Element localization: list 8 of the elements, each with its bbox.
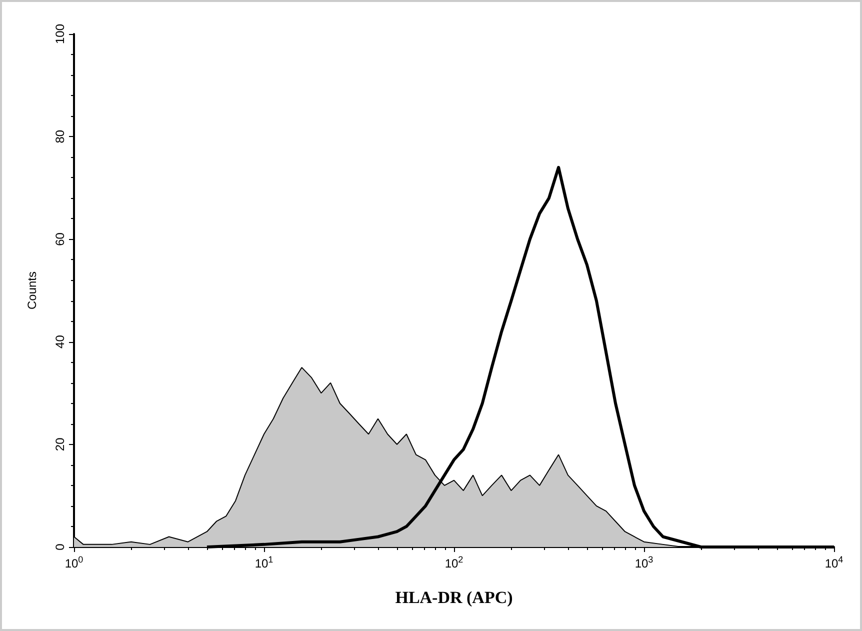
y-tick-label: 100: [53, 24, 67, 44]
y-tick-label: 20: [53, 437, 67, 452]
y-tick-label: 0: [53, 543, 67, 550]
y-tick-label: 60: [53, 232, 67, 246]
x-axis-title: HLA-DR (APC): [395, 588, 513, 607]
y-tick-label: 40: [53, 334, 67, 348]
y-axis-title: Counts: [25, 271, 39, 310]
y-tick-label: 80: [53, 130, 67, 144]
